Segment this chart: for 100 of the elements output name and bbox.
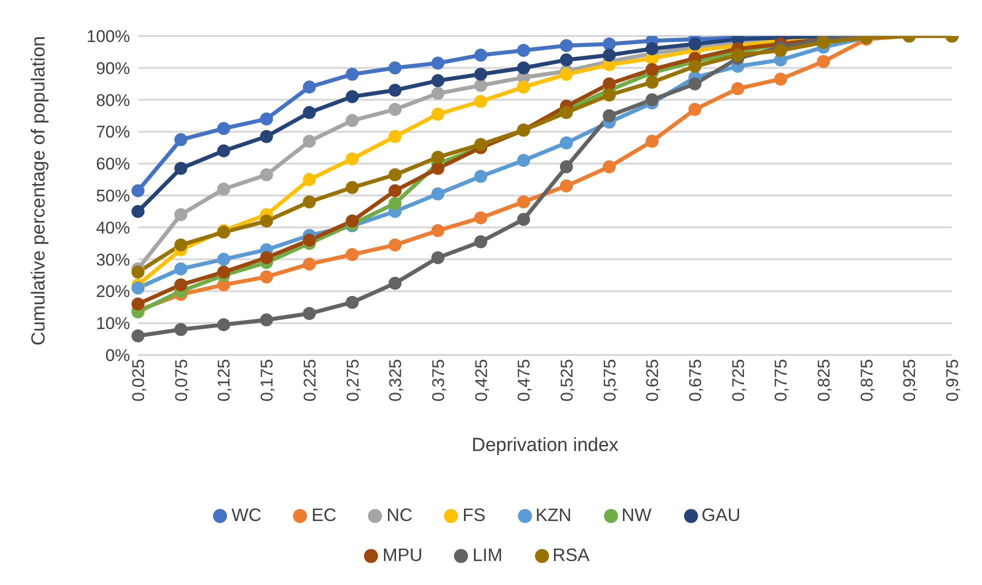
point — [260, 214, 274, 228]
point — [474, 94, 488, 108]
point — [132, 282, 144, 295]
point — [602, 37, 616, 50]
point — [132, 297, 144, 310]
y-tick-label: 90% — [96, 58, 130, 78]
x-tick-label: 0,575 — [600, 359, 620, 402]
point — [174, 322, 188, 336]
point — [346, 214, 359, 228]
point — [431, 86, 444, 100]
x-tick-label: 0,275 — [343, 359, 362, 402]
point — [517, 61, 530, 74]
point — [346, 248, 359, 262]
point — [388, 238, 402, 252]
legend-label: RSA — [552, 545, 590, 565]
point — [431, 224, 444, 238]
point — [646, 93, 659, 106]
point — [474, 78, 488, 92]
legend-label: MPU — [382, 545, 422, 565]
point — [816, 55, 830, 68]
y-tick-label: 80% — [96, 90, 130, 110]
point — [517, 154, 530, 167]
point — [560, 106, 573, 120]
point — [302, 258, 316, 271]
point — [388, 168, 402, 182]
point — [388, 102, 402, 116]
point — [346, 181, 359, 194]
point — [260, 112, 274, 126]
point — [602, 88, 616, 102]
x-tick-label: 0,075 — [172, 359, 191, 402]
point — [174, 208, 188, 222]
point — [517, 44, 530, 57]
legend-label: FS — [462, 505, 486, 525]
point — [174, 133, 188, 146]
point — [688, 60, 702, 73]
point — [132, 329, 144, 342]
y-tick-label: 30% — [96, 250, 130, 270]
point — [560, 53, 573, 66]
point — [302, 106, 316, 120]
x-tick-label: 0,325 — [386, 359, 406, 402]
x-tick-label: 0,375 — [428, 359, 448, 402]
point — [174, 162, 188, 175]
point — [774, 44, 788, 57]
point — [431, 162, 444, 175]
point — [816, 36, 830, 49]
legend-label: KZN — [536, 505, 572, 525]
x-axis-title: Deprivation index — [472, 435, 619, 456]
point — [517, 80, 530, 94]
x-tick-label: 0,475 — [514, 359, 534, 402]
x-tick-label: 0,925 — [900, 359, 920, 402]
point — [646, 42, 659, 56]
point — [260, 270, 274, 284]
point — [688, 77, 702, 90]
x-tick-label: 0,125 — [214, 359, 234, 402]
point — [346, 90, 359, 104]
point — [560, 68, 573, 81]
point — [560, 39, 573, 52]
point — [646, 134, 659, 148]
legend-label: NW — [622, 505, 652, 525]
point — [731, 82, 744, 96]
point — [132, 266, 144, 279]
point — [731, 48, 744, 62]
point — [560, 160, 573, 174]
point — [688, 102, 702, 116]
point — [217, 252, 230, 266]
x-tick-label: 0,775 — [772, 359, 791, 402]
point — [346, 68, 359, 81]
point — [388, 276, 402, 290]
point — [302, 173, 316, 186]
y-tick-label: 100% — [86, 27, 130, 46]
point — [388, 130, 402, 143]
y-tick-label: 70% — [96, 122, 130, 142]
point — [302, 307, 316, 320]
x-tick-label: 0,875 — [857, 359, 876, 402]
point — [346, 114, 359, 128]
x-tick-label: 0,025 — [129, 359, 148, 402]
legend-label: GAU — [702, 505, 741, 525]
point — [302, 134, 316, 148]
legend-label: EC — [311, 505, 336, 525]
legend-label: NC — [386, 505, 412, 525]
point — [431, 150, 444, 164]
point — [132, 204, 144, 218]
point — [217, 266, 230, 279]
y-tick-label: 50% — [96, 186, 130, 206]
point — [431, 56, 444, 70]
point — [388, 196, 402, 210]
point — [774, 72, 788, 86]
point — [217, 318, 230, 332]
point — [132, 184, 144, 198]
y-tick-label: 0% — [105, 346, 130, 366]
x-tick-label: 0,425 — [472, 359, 491, 402]
point — [646, 76, 659, 89]
x-tick-label: 0,525 — [557, 359, 576, 402]
x-tick-label: 0,625 — [643, 359, 662, 402]
point — [602, 48, 616, 62]
point — [346, 296, 359, 309]
point — [688, 37, 702, 50]
point — [217, 144, 230, 158]
point — [646, 62, 659, 76]
point — [431, 74, 444, 88]
